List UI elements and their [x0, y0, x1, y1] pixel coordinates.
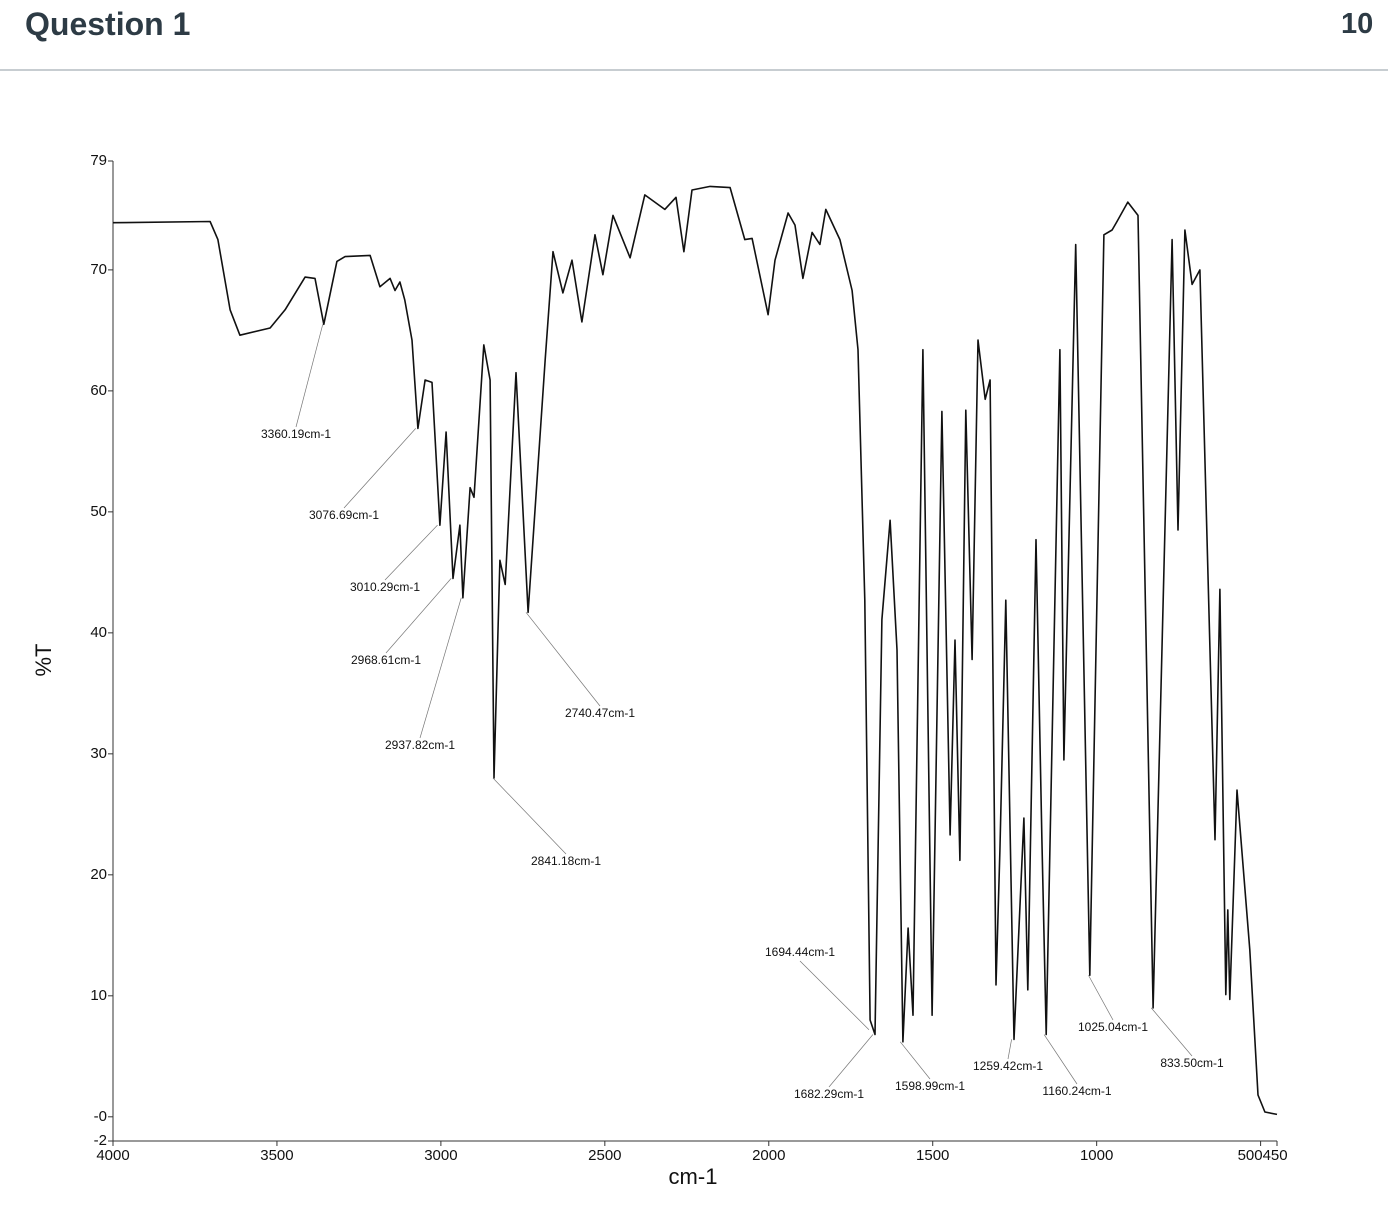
x-tick-label: 4000: [96, 1147, 129, 1164]
x-tick-label: 3500: [260, 1147, 293, 1164]
annotation-label: 2740.47cm-1: [565, 706, 635, 720]
y-tick-label: 30: [90, 745, 107, 762]
annotation-label: 3010.29cm-1: [350, 580, 420, 594]
y-tick-label: -2: [94, 1132, 107, 1149]
annotation-label: 1259.42cm-1: [973, 1059, 1043, 1073]
annotation-leader: [1088, 975, 1114, 1021]
annotation-leader: [343, 428, 417, 509]
annotation-leader: [799, 960, 870, 1030]
question-header: Question 1 10: [0, 0, 1388, 71]
annotation-label: 1598.99cm-1: [895, 1079, 965, 1093]
y-tick-label: 60: [90, 382, 107, 399]
annotation-label: 833.50cm-1: [1160, 1056, 1224, 1070]
annotation-leader: [525, 612, 601, 707]
annotation-label: 2937.82cm-1: [385, 738, 455, 752]
annotation-label: 2841.18cm-1: [531, 854, 601, 868]
x-tick-label: 1000: [1080, 1147, 1113, 1164]
annotation-leader: [828, 1034, 874, 1088]
annotation-label: 1682.29cm-1: [794, 1087, 864, 1101]
y-tick-label: 79: [90, 152, 107, 169]
annotation-label: 3360.19cm-1: [261, 427, 331, 441]
x-tick-label: 450: [1263, 1147, 1288, 1164]
x-tick-label: 3000: [424, 1147, 457, 1164]
annotation-leader: [385, 578, 452, 654]
y-tick-label: 50: [90, 503, 107, 520]
annotation-label: 1025.04cm-1: [1078, 1020, 1148, 1034]
y-tick-label: 10: [90, 987, 107, 1004]
x-tick-label: 2000: [752, 1147, 785, 1164]
annotation-leader: [295, 324, 324, 428]
annotation-leader: [419, 597, 462, 739]
annotation-leader: [1043, 1034, 1078, 1085]
annotation-leader: [492, 777, 567, 855]
annotation-leader: [1007, 1039, 1012, 1060]
question-points: 10: [1341, 8, 1374, 40]
x-tick-label: 500: [1238, 1147, 1263, 1164]
annotation-label: 1694.44cm-1: [765, 945, 835, 959]
y-axis-label: %T: [31, 644, 56, 677]
x-tick-label: 1500: [916, 1147, 949, 1164]
y-tick-label: 20: [90, 866, 107, 883]
y-tick-label: 70: [90, 261, 107, 278]
y-tick-label: -0: [94, 1108, 107, 1125]
annotation-leader: [1150, 1007, 1193, 1057]
x-tick-label: 2500: [588, 1147, 621, 1164]
annotation-label: 2968.61cm-1: [351, 653, 421, 667]
question-title: Question 1: [25, 6, 191, 42]
annotation-label: 3076.69cm-1: [309, 508, 379, 522]
annotation-leader: [384, 524, 438, 581]
annotation-leader: [899, 1041, 931, 1080]
x-axis-label: cm-1: [669, 1164, 718, 1189]
annotation-label: 1160.24cm-1: [1042, 1084, 1111, 1098]
spectrum-line: [112, 185, 1278, 1116]
y-tick-label: 40: [90, 624, 107, 641]
